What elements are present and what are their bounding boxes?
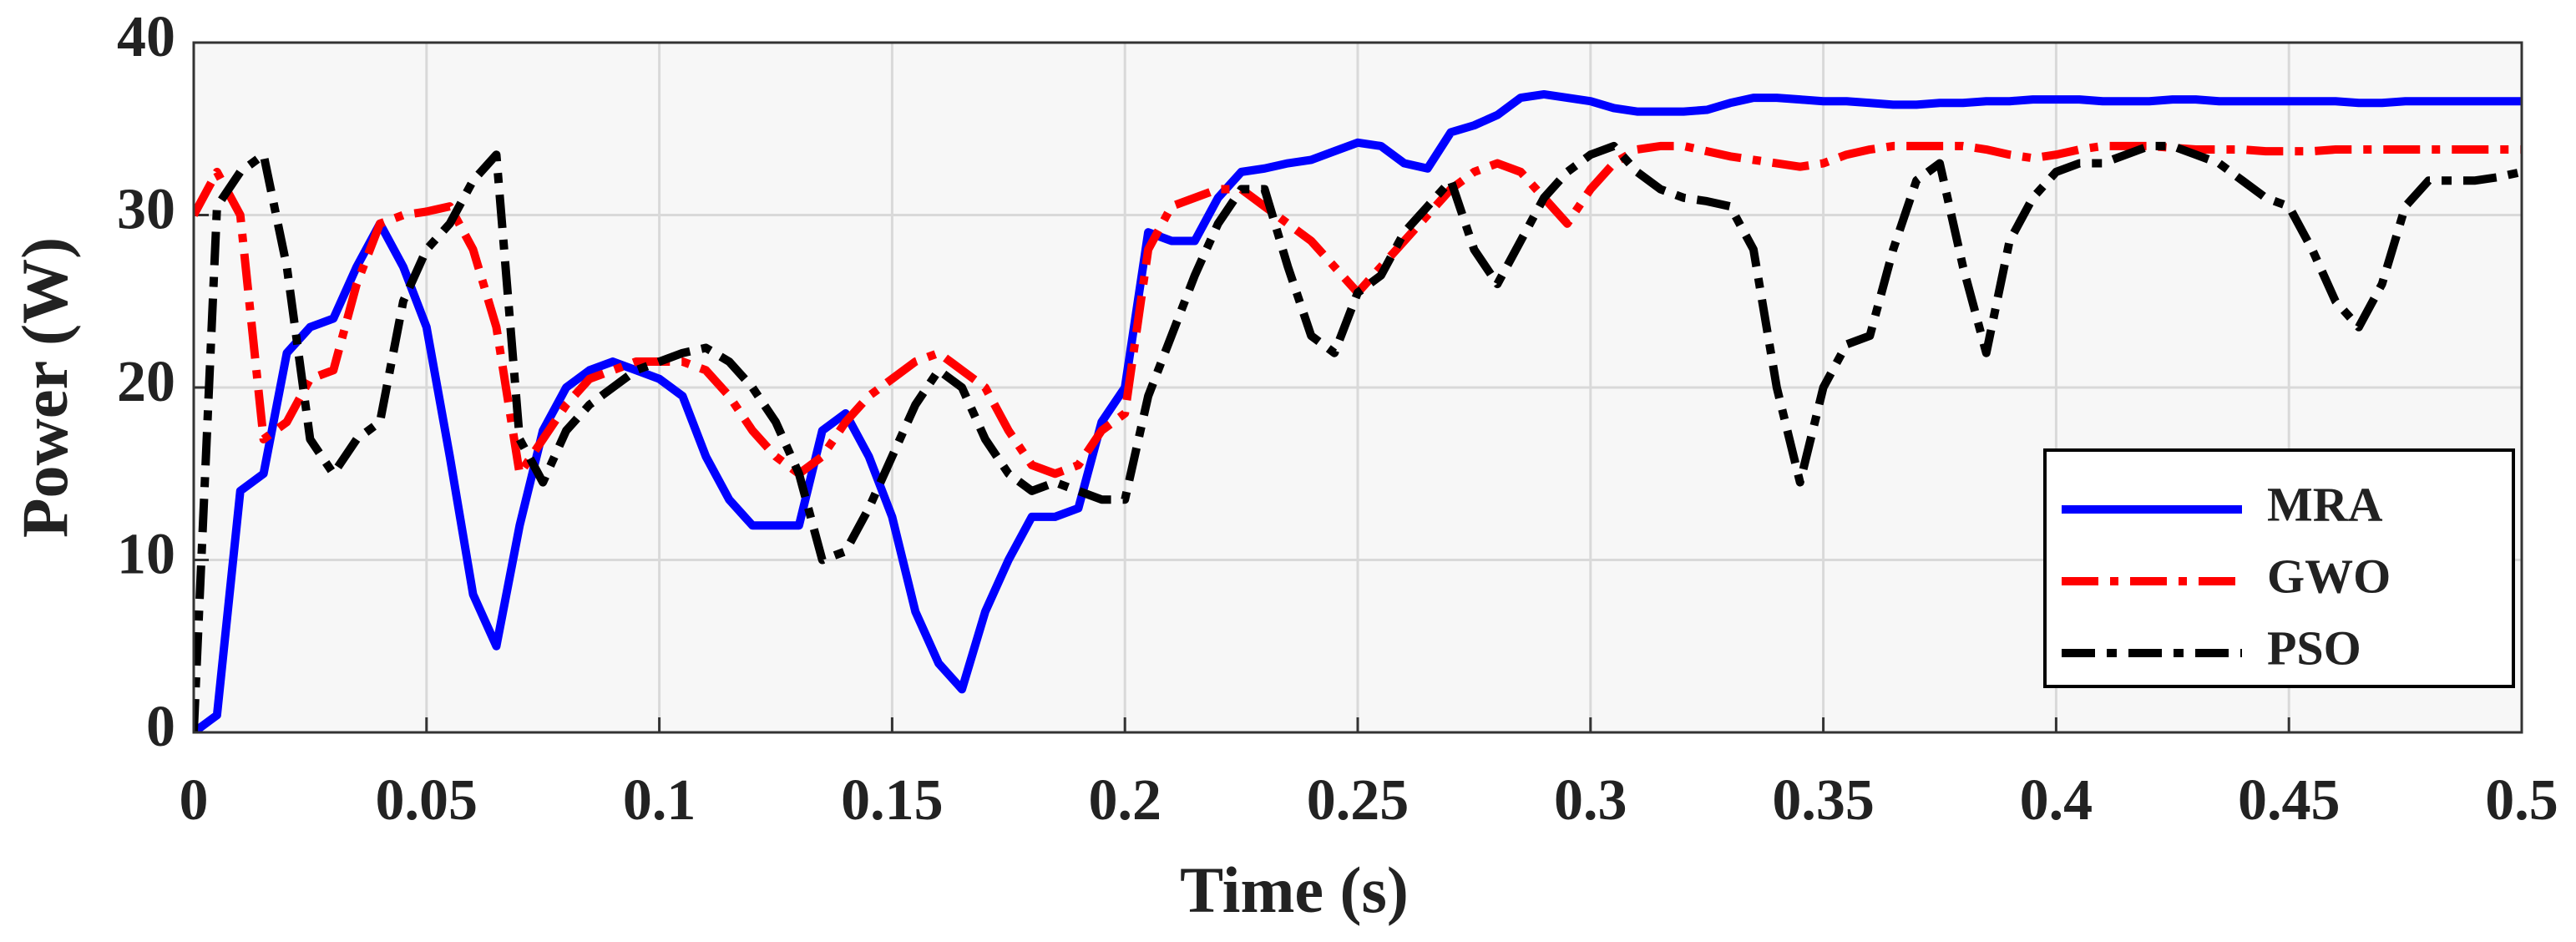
x-tick-label: 0.25 [1307,768,1409,833]
y-axis-label: Power (W) [8,237,81,538]
x-axis-label: Time (s) [1180,853,1409,926]
x-tick-label: 0.1 [623,768,696,833]
legend-label: MRA [2267,477,2383,531]
x-tick-label: 0.35 [1772,768,1875,833]
y-tick-label: 30 [117,178,175,242]
x-tick-label: 0 [180,768,209,833]
x-tick-label: 0.5 [2485,768,2558,833]
legend-box [2043,448,2515,688]
series-line [194,89,2522,732]
x-tick-label: 0.3 [1554,768,1627,833]
y-tick-label: 20 [117,350,175,414]
legend-label: PSO [2267,620,2361,675]
x-tick-label: 0.4 [2020,768,2093,833]
x-tick-label: 0.2 [1088,768,1161,833]
x-tick-label: 0.15 [841,768,944,833]
series-line [194,141,2522,732]
x-tick-label: 0.05 [376,768,478,833]
y-tick-label: 10 [117,523,175,587]
legend-label: GWO [2267,549,2391,603]
y-tick-label: 0 [146,695,175,759]
y-tick-label: 40 [117,5,175,69]
plot-frame [192,41,2523,734]
x-tick-label: 0.45 [2238,768,2341,833]
